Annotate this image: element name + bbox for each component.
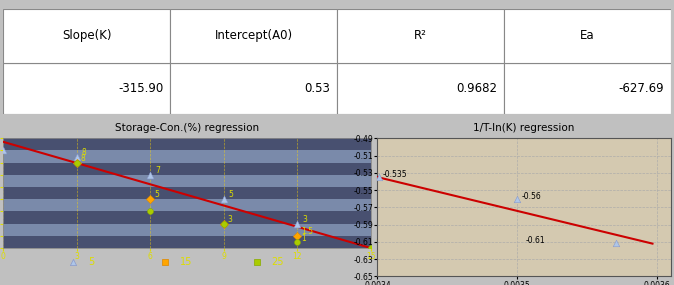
Point: [71, 160, 82, 165]
Text: Storage-Con.(%) regression: Storage-Con.(%) regression: [115, 123, 259, 133]
Point: [365, 246, 376, 250]
Text: 8: 8: [82, 148, 86, 157]
Bar: [170, 63, 337, 114]
Text: 7: 7: [155, 166, 160, 175]
Bar: [3, 187, 371, 199]
Point: [292, 240, 303, 244]
Text: -627.69: -627.69: [618, 82, 664, 95]
Point: [373, 175, 384, 179]
Text: -0.56: -0.56: [521, 192, 541, 201]
Bar: [504, 63, 671, 114]
Bar: [337, 9, 504, 63]
Point: [160, 260, 171, 264]
Text: Intercept(A0): Intercept(A0): [214, 29, 293, 42]
Point: [611, 241, 621, 245]
Text: 8: 8: [80, 154, 85, 163]
Text: Ea: Ea: [580, 29, 594, 42]
Text: 1.5: 1.5: [301, 227, 313, 236]
Text: 3: 3: [302, 215, 307, 224]
Point: [145, 197, 156, 201]
Text: 1: 1: [301, 234, 305, 243]
Text: 0.53: 0.53: [305, 82, 330, 95]
Point: [251, 260, 262, 264]
Point: [71, 160, 82, 165]
Text: 5: 5: [154, 190, 159, 199]
Text: 0.9682: 0.9682: [456, 82, 497, 95]
Bar: [504, 9, 671, 63]
Text: 5: 5: [228, 190, 233, 199]
Point: [145, 172, 156, 177]
Bar: [3, 223, 371, 236]
Bar: [337, 63, 504, 114]
Point: [218, 221, 229, 226]
Bar: [3, 9, 170, 63]
Text: R²: R²: [414, 29, 427, 42]
Point: [292, 221, 303, 226]
Point: [365, 246, 376, 250]
Bar: [3, 236, 371, 248]
Point: [218, 221, 229, 226]
Text: 15: 15: [180, 257, 192, 267]
Text: 1/T-ln(K) regression: 1/T-ln(K) regression: [473, 123, 575, 133]
Text: -0.61: -0.61: [526, 236, 545, 245]
Text: 3: 3: [227, 215, 233, 224]
Bar: [3, 175, 371, 187]
Bar: [3, 211, 371, 223]
Point: [0, 148, 9, 153]
Text: -315.90: -315.90: [118, 82, 164, 95]
Point: [512, 196, 522, 201]
Point: [68, 260, 79, 264]
Point: [71, 154, 82, 159]
Text: 5: 5: [88, 257, 94, 267]
Bar: [3, 163, 371, 175]
Bar: [3, 138, 371, 150]
Bar: [3, 150, 371, 163]
Point: [292, 233, 303, 238]
Bar: [170, 9, 337, 63]
Text: -0.535: -0.535: [383, 170, 408, 179]
Point: [218, 197, 229, 201]
Bar: [3, 199, 371, 211]
Point: [145, 209, 156, 214]
Text: 1: 1: [375, 239, 380, 248]
Text: 25: 25: [272, 257, 284, 267]
Bar: [3, 63, 170, 114]
Text: Slope(K): Slope(K): [62, 29, 111, 42]
